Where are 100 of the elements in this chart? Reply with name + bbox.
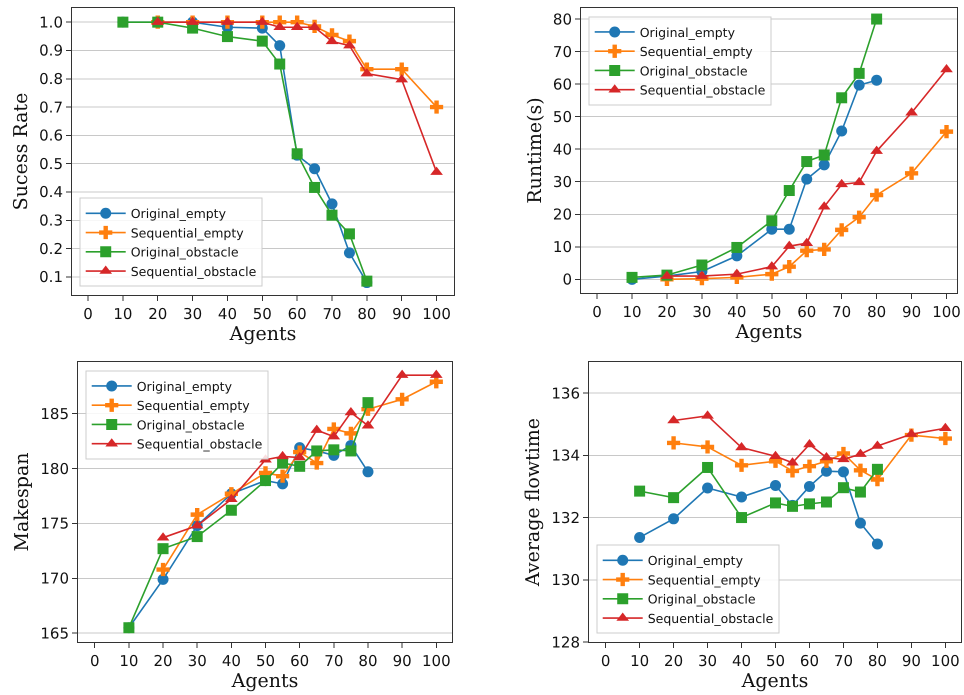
y-tick-label: 130 [551, 571, 580, 590]
point [938, 432, 952, 446]
point [256, 36, 268, 47]
y-tick-label: 60 [552, 75, 572, 94]
x-tick-label: 60 [290, 652, 310, 670]
point [158, 574, 169, 585]
legend-label: Sequential_empty [136, 398, 250, 414]
point [801, 174, 812, 185]
y-tick-label: 80 [552, 10, 572, 28]
x-tick-label: 30 [692, 303, 712, 321]
point [786, 464, 800, 478]
y-tick-label: 0.3 [39, 212, 63, 230]
x-tick-label: 20 [657, 303, 677, 321]
x-tick-label: 40 [732, 652, 752, 670]
point [818, 159, 830, 170]
legend-label: Original_empty [130, 206, 227, 222]
x-tick-label: 50 [762, 303, 782, 321]
point [818, 242, 831, 256]
y-tick-label: 132 [551, 508, 580, 527]
x-tick-label: 40 [727, 303, 746, 321]
x-tick-label: 30 [698, 652, 718, 670]
point [766, 215, 778, 226]
x-tick-label: 20 [154, 652, 173, 670]
x-tick-label: 90 [902, 652, 921, 670]
point [634, 486, 646, 497]
point [854, 80, 865, 91]
point [852, 210, 866, 224]
y-tick-label: 0.9 [39, 42, 63, 60]
legend-label: Sequential_obstacle [136, 436, 263, 452]
point [634, 532, 646, 543]
point [276, 470, 290, 483]
point [158, 543, 169, 554]
y-tick-label: 185 [40, 404, 69, 423]
x-tick-label: 100 [932, 303, 961, 321]
point [430, 100, 444, 114]
point [836, 125, 848, 136]
legend-label: Original_obstacle [640, 63, 748, 78]
y-tick-label: 0.1 [39, 268, 63, 286]
point [836, 92, 848, 104]
y-tick-label: 128 [551, 633, 580, 652]
legend-label: Sequential_empty [640, 44, 754, 60]
x-tick-label: 20 [664, 652, 684, 670]
point [854, 464, 868, 477]
point [226, 504, 237, 516]
point [854, 68, 865, 79]
legend-label: Sequential_empty [648, 572, 762, 588]
y-axis-title: Average flowtime [522, 418, 544, 588]
point [871, 74, 882, 86]
point [801, 156, 812, 168]
y-tick-label: 0.4 [39, 183, 63, 202]
x-tick-label: 10 [622, 303, 642, 321]
point [326, 198, 338, 210]
y-tick-label: 0.5 [39, 154, 63, 173]
legend-label: Sequential_obstacle [130, 264, 257, 279]
y-tick-label: 175 [40, 514, 69, 533]
y-tick-label: 0.7 [39, 98, 63, 116]
x-tick-label: 70 [322, 305, 342, 323]
y-tick-label: 0.2 [39, 240, 63, 258]
y-tick-label: 170 [40, 570, 69, 588]
x-tick-label: 100 [422, 305, 451, 323]
x-tick-label: 10 [119, 652, 138, 670]
x-tick-label: 80 [868, 652, 887, 670]
x-tick-label: 0 [600, 652, 610, 670]
x-tick-label: 90 [392, 305, 412, 323]
x-tick-label: 0 [592, 303, 602, 321]
point [820, 466, 832, 477]
point [734, 458, 748, 472]
point [802, 460, 816, 473]
point [668, 492, 680, 504]
point [309, 163, 320, 174]
x-tick-label: 80 [867, 303, 886, 321]
point [274, 58, 286, 70]
point [192, 531, 203, 542]
x-tick-label: 80 [357, 305, 376, 323]
point [222, 31, 233, 42]
y-axis-title: Runtime(s) [524, 97, 546, 204]
point [782, 260, 796, 274]
x-tick-label: 100 [931, 652, 960, 670]
y-tick-label: 70 [552, 42, 572, 61]
x-tick-label: 0 [83, 305, 93, 323]
x-axis-title: Agents [734, 321, 802, 343]
point [770, 497, 782, 508]
x-axis-title: Agents [740, 670, 808, 692]
y-tick-label: 0.6 [39, 126, 63, 145]
point [872, 464, 883, 475]
legend-label: Original_empty [136, 378, 233, 394]
point [395, 62, 408, 76]
legend-label: Original_empty [640, 24, 736, 40]
point [784, 185, 795, 196]
point [820, 496, 832, 508]
point [736, 492, 748, 503]
point [396, 392, 409, 406]
y-tick-label: 0 [562, 270, 572, 289]
point [190, 508, 204, 522]
point [700, 440, 714, 454]
x-tick-label: 50 [766, 652, 786, 670]
point [838, 482, 849, 494]
x-tick-label: 50 [252, 305, 272, 323]
legend-label: Original_empty [648, 553, 744, 568]
point [904, 166, 918, 180]
